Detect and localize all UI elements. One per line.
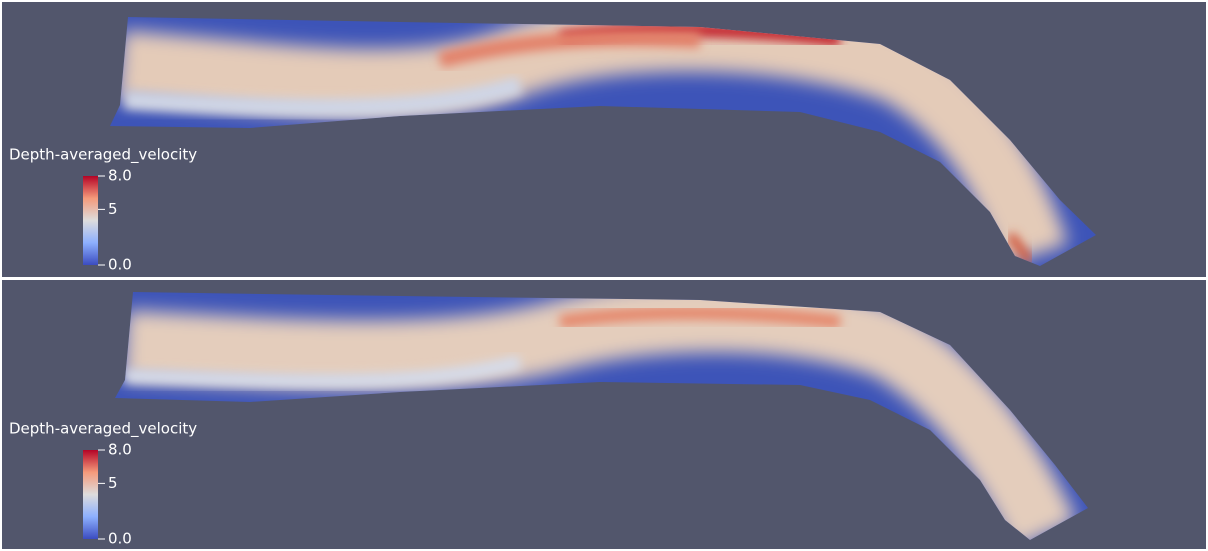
colorbar-tick-label: 8.0 bbox=[108, 441, 132, 459]
separator bbox=[0, 277, 1208, 280]
colorbar-title: Depth-averaged_velocity bbox=[9, 420, 197, 439]
colorbar-tick-label: 8.0 bbox=[108, 167, 132, 185]
colorbar bbox=[83, 176, 98, 265]
colorbar-tick-label: 0.0 bbox=[108, 256, 132, 274]
colorbar-tick-label: 5 bbox=[108, 474, 118, 492]
colorbar-title: Depth-averaged_velocity bbox=[9, 146, 197, 165]
colorbar-tick-label: 5 bbox=[108, 200, 118, 218]
colorbar bbox=[83, 450, 98, 539]
colorbar-tick-label: 0.0 bbox=[108, 530, 132, 548]
visualization: Depth-averaged_velocity 8.0 5 0.0 Depth-aver… bbox=[0, 0, 1208, 551]
